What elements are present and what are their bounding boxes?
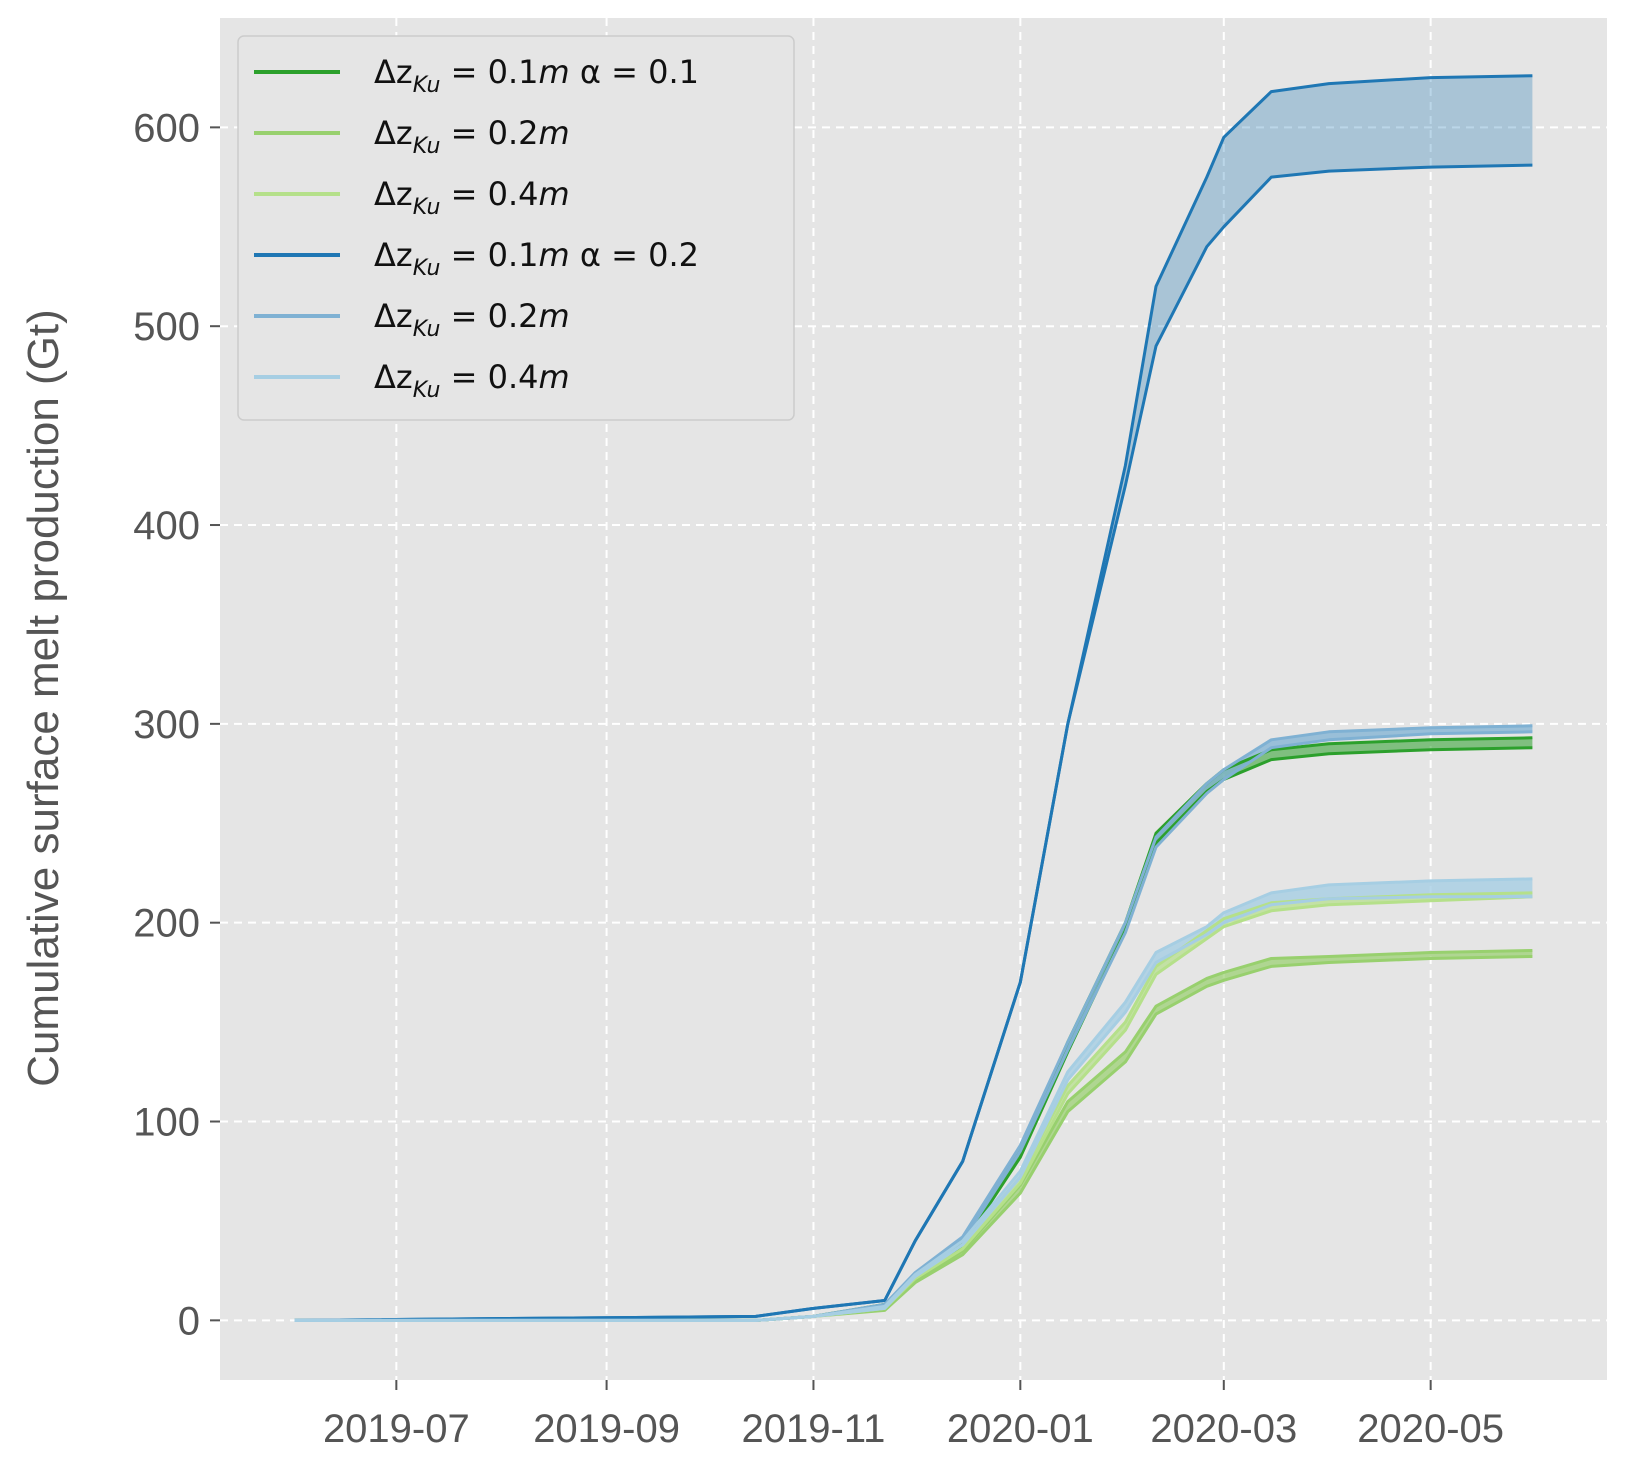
legend-eq-text: = 0.2 [440, 297, 538, 335]
legend-unit-text: m [539, 114, 570, 152]
legend-unit-text: m [539, 53, 570, 91]
legend-label-1: ΔzKu = 0.1m α = 0.1 [374, 53, 699, 98]
legend-unit-text: m [539, 358, 570, 396]
x-tick-label: 2020-03 [1150, 1407, 1297, 1451]
legend-eq-text: = 0.1 [440, 53, 538, 91]
y-tick-label: 200 [133, 902, 200, 946]
legend-delta-text: Δz [374, 53, 413, 91]
legend-eq-text: = 0.4 [440, 358, 538, 396]
legend-eq-text: = 0.1 [440, 236, 538, 274]
legend-label-5: ΔzKu = 0.2m [374, 297, 570, 342]
y-tick-label: 400 [133, 504, 200, 548]
legend-sub-text: Ku [413, 134, 441, 159]
series-4-lower-line [294, 163, 1533, 1322]
series-6-lower-line [294, 895, 1533, 1322]
x-tick-label: 2019-09 [533, 1407, 680, 1451]
x-tick-label: 2020-05 [1357, 1407, 1504, 1451]
legend-alpha-text: α = 0.1 [570, 53, 699, 91]
y-axis-label: Cumulative surface melt production (Gt) [19, 309, 68, 1087]
x-tick-label: 2019-11 [742, 1407, 886, 1451]
legend-delta-text: Δz [374, 175, 413, 213]
y-tick-label: 500 [133, 305, 200, 349]
x-tick-label: 2020-01 [947, 1407, 1094, 1451]
legend-delta-text: Δz [374, 236, 413, 274]
y-tick-label: 600 [133, 106, 200, 150]
legend-unit-text: m [539, 175, 570, 213]
legend-unit-text: m [539, 297, 570, 335]
legend-sub-text: Ku [413, 317, 441, 342]
legend-eq-text: = 0.2 [440, 114, 538, 152]
y-tick-label: 0 [178, 1299, 200, 1343]
legend-eq-text: = 0.4 [440, 175, 538, 213]
legend-unit-text: m [539, 236, 570, 274]
legend-sub-text: Ku [413, 378, 441, 403]
legend-sub-text: Ku [413, 256, 441, 281]
y-axis-ticks: 0 100 200 300 400 500 600 [133, 106, 220, 1343]
x-tick-label: 2019-07 [323, 1407, 470, 1451]
legend-sub-text: Ku [413, 73, 441, 98]
legend-label-4: ΔzKu = 0.1m α = 0.2 [374, 236, 699, 281]
legend-label-3: ΔzKu = 0.4m [374, 175, 570, 220]
legend-sub-text: Ku [413, 195, 441, 220]
legend-delta-text: Δz [374, 297, 413, 335]
legend-label-6: ΔzKu = 0.4m [374, 358, 570, 403]
x-axis-ticks: 2019-07 2019-09 2019-11 2020-01 2020-03 2020-… [323, 1380, 1504, 1451]
legend-label-2: ΔzKu = 0.2m [374, 114, 570, 159]
series-lines [294, 74, 1533, 1322]
y-tick-label: 300 [133, 703, 200, 747]
legend-delta-text: Δz [374, 114, 413, 152]
y-tick-label: 100 [133, 1101, 200, 1145]
legend-box [237, 35, 795, 421]
legend-delta-text: Δz [374, 358, 413, 396]
legend-alpha-text: α = 0.2 [570, 236, 699, 274]
